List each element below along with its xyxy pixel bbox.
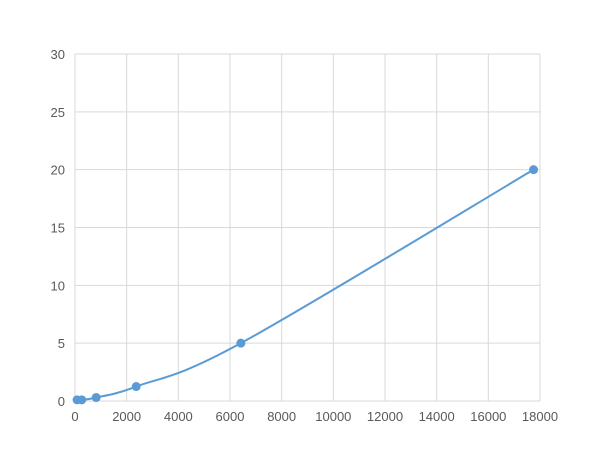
y-tick-label: 0 xyxy=(58,394,65,409)
data-point xyxy=(91,393,101,403)
y-tick-label: 20 xyxy=(51,163,65,178)
x-tick-label: 16000 xyxy=(470,409,506,424)
y-tick-label: 10 xyxy=(51,278,65,293)
x-tick-label: 6000 xyxy=(216,409,245,424)
y-tick-label: 30 xyxy=(51,47,65,62)
x-tick-label: 2000 xyxy=(112,409,141,424)
x-tick-label: 10000 xyxy=(315,409,351,424)
data-point xyxy=(77,395,87,405)
x-tick-label: 0 xyxy=(71,409,78,424)
y-tick-label: 25 xyxy=(51,105,65,120)
y-tick-label: 5 xyxy=(58,336,65,351)
data-point xyxy=(131,382,141,392)
x-tick-label: 8000 xyxy=(267,409,296,424)
x-tick-label: 12000 xyxy=(367,409,403,424)
x-tick-label: 4000 xyxy=(164,409,193,424)
x-tick-label: 18000 xyxy=(522,409,558,424)
x-tick-label: 14000 xyxy=(419,409,455,424)
y-tick-label: 15 xyxy=(51,221,65,236)
data-point xyxy=(236,338,246,348)
data-point xyxy=(529,165,539,175)
